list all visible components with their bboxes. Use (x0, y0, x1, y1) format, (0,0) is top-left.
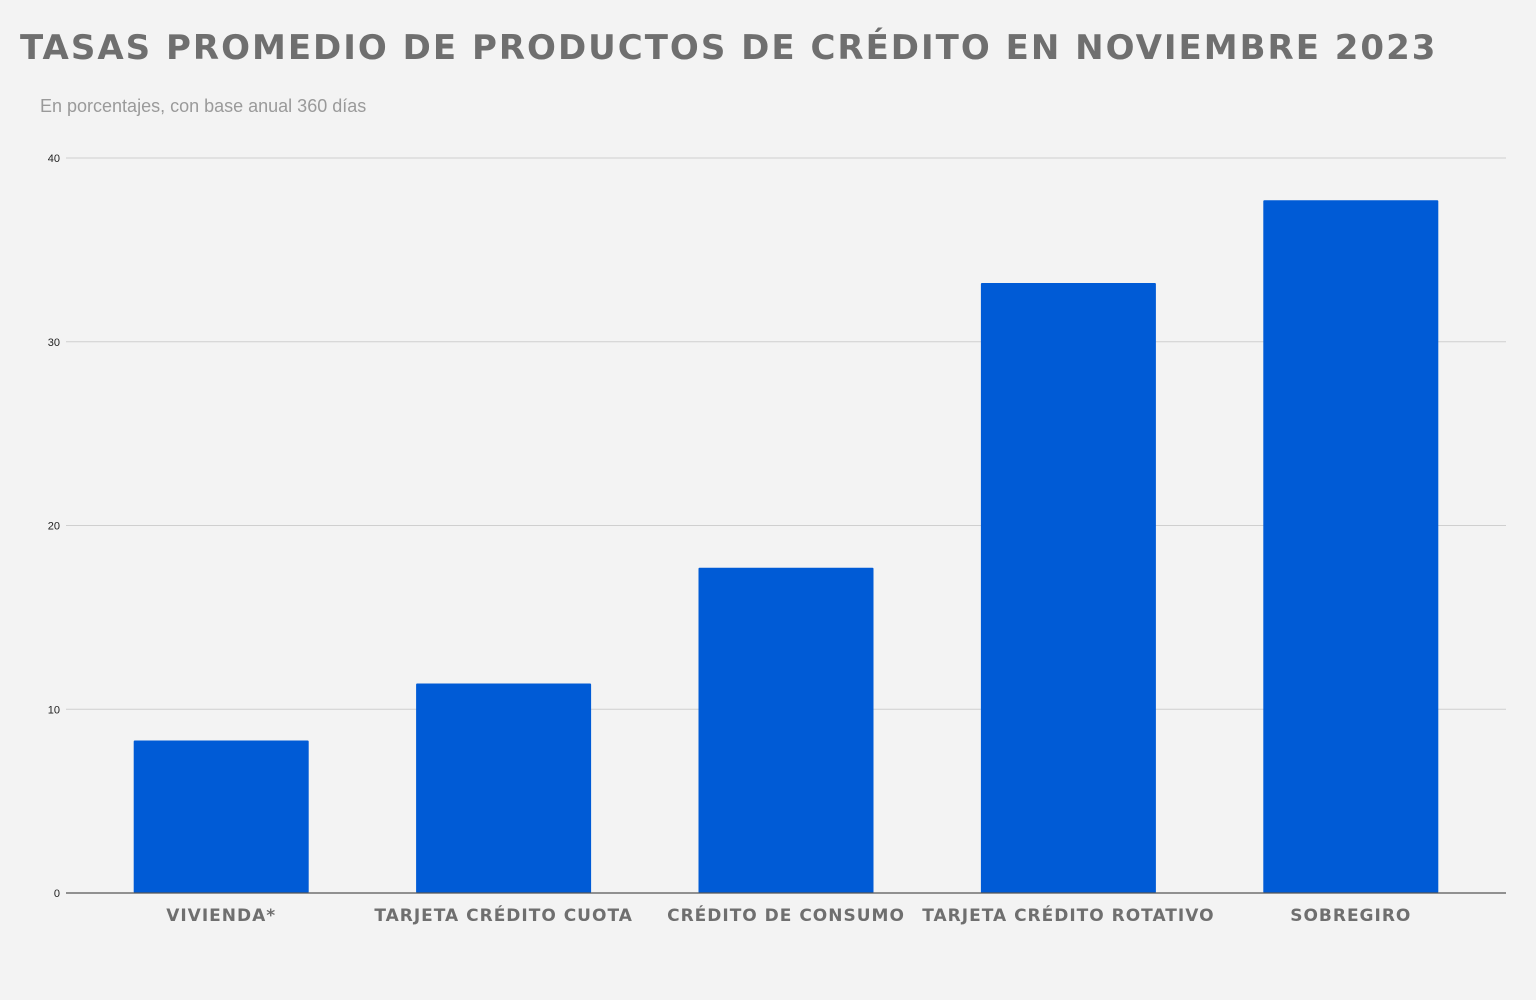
chart-title: TASAS PROMEDIO DE PRODUCTOS DE CRÉDITO E… (20, 28, 1438, 68)
x-tick-label: TARJETA CRÉDITO CUOTA (374, 904, 633, 926)
y-tick-label: 20 (48, 521, 60, 533)
bar-5 (1263, 200, 1439, 893)
y-tick-label: 0 (54, 888, 60, 900)
y-tick-label: 10 (48, 704, 60, 716)
x-tick-label: CRÉDITO DE CONSUMO (667, 904, 905, 926)
bars (133, 200, 1439, 893)
bar-4 (980, 282, 1156, 893)
bar-1 (133, 740, 309, 893)
chart-subtitle: En porcentajes, con base anual 360 días (40, 96, 367, 116)
x-tick-label: SOBREGIRO (1290, 906, 1411, 926)
x-tick-label: VIVIENDA* (166, 906, 276, 926)
y-tick-label: 40 (48, 153, 60, 165)
x-axis-labels: VIVIENDA* TARJETA CRÉDITO CUOTA CRÉDITO DE… (166, 904, 1411, 926)
y-tick-label: 30 (48, 337, 60, 349)
bar-3 (698, 567, 874, 893)
bar-2 (416, 683, 592, 893)
y-axis-ticks: 0 10 20 30 40 (48, 153, 60, 900)
x-tick-label: TARJETA CRÉDITO ROTATIVO (922, 904, 1214, 926)
